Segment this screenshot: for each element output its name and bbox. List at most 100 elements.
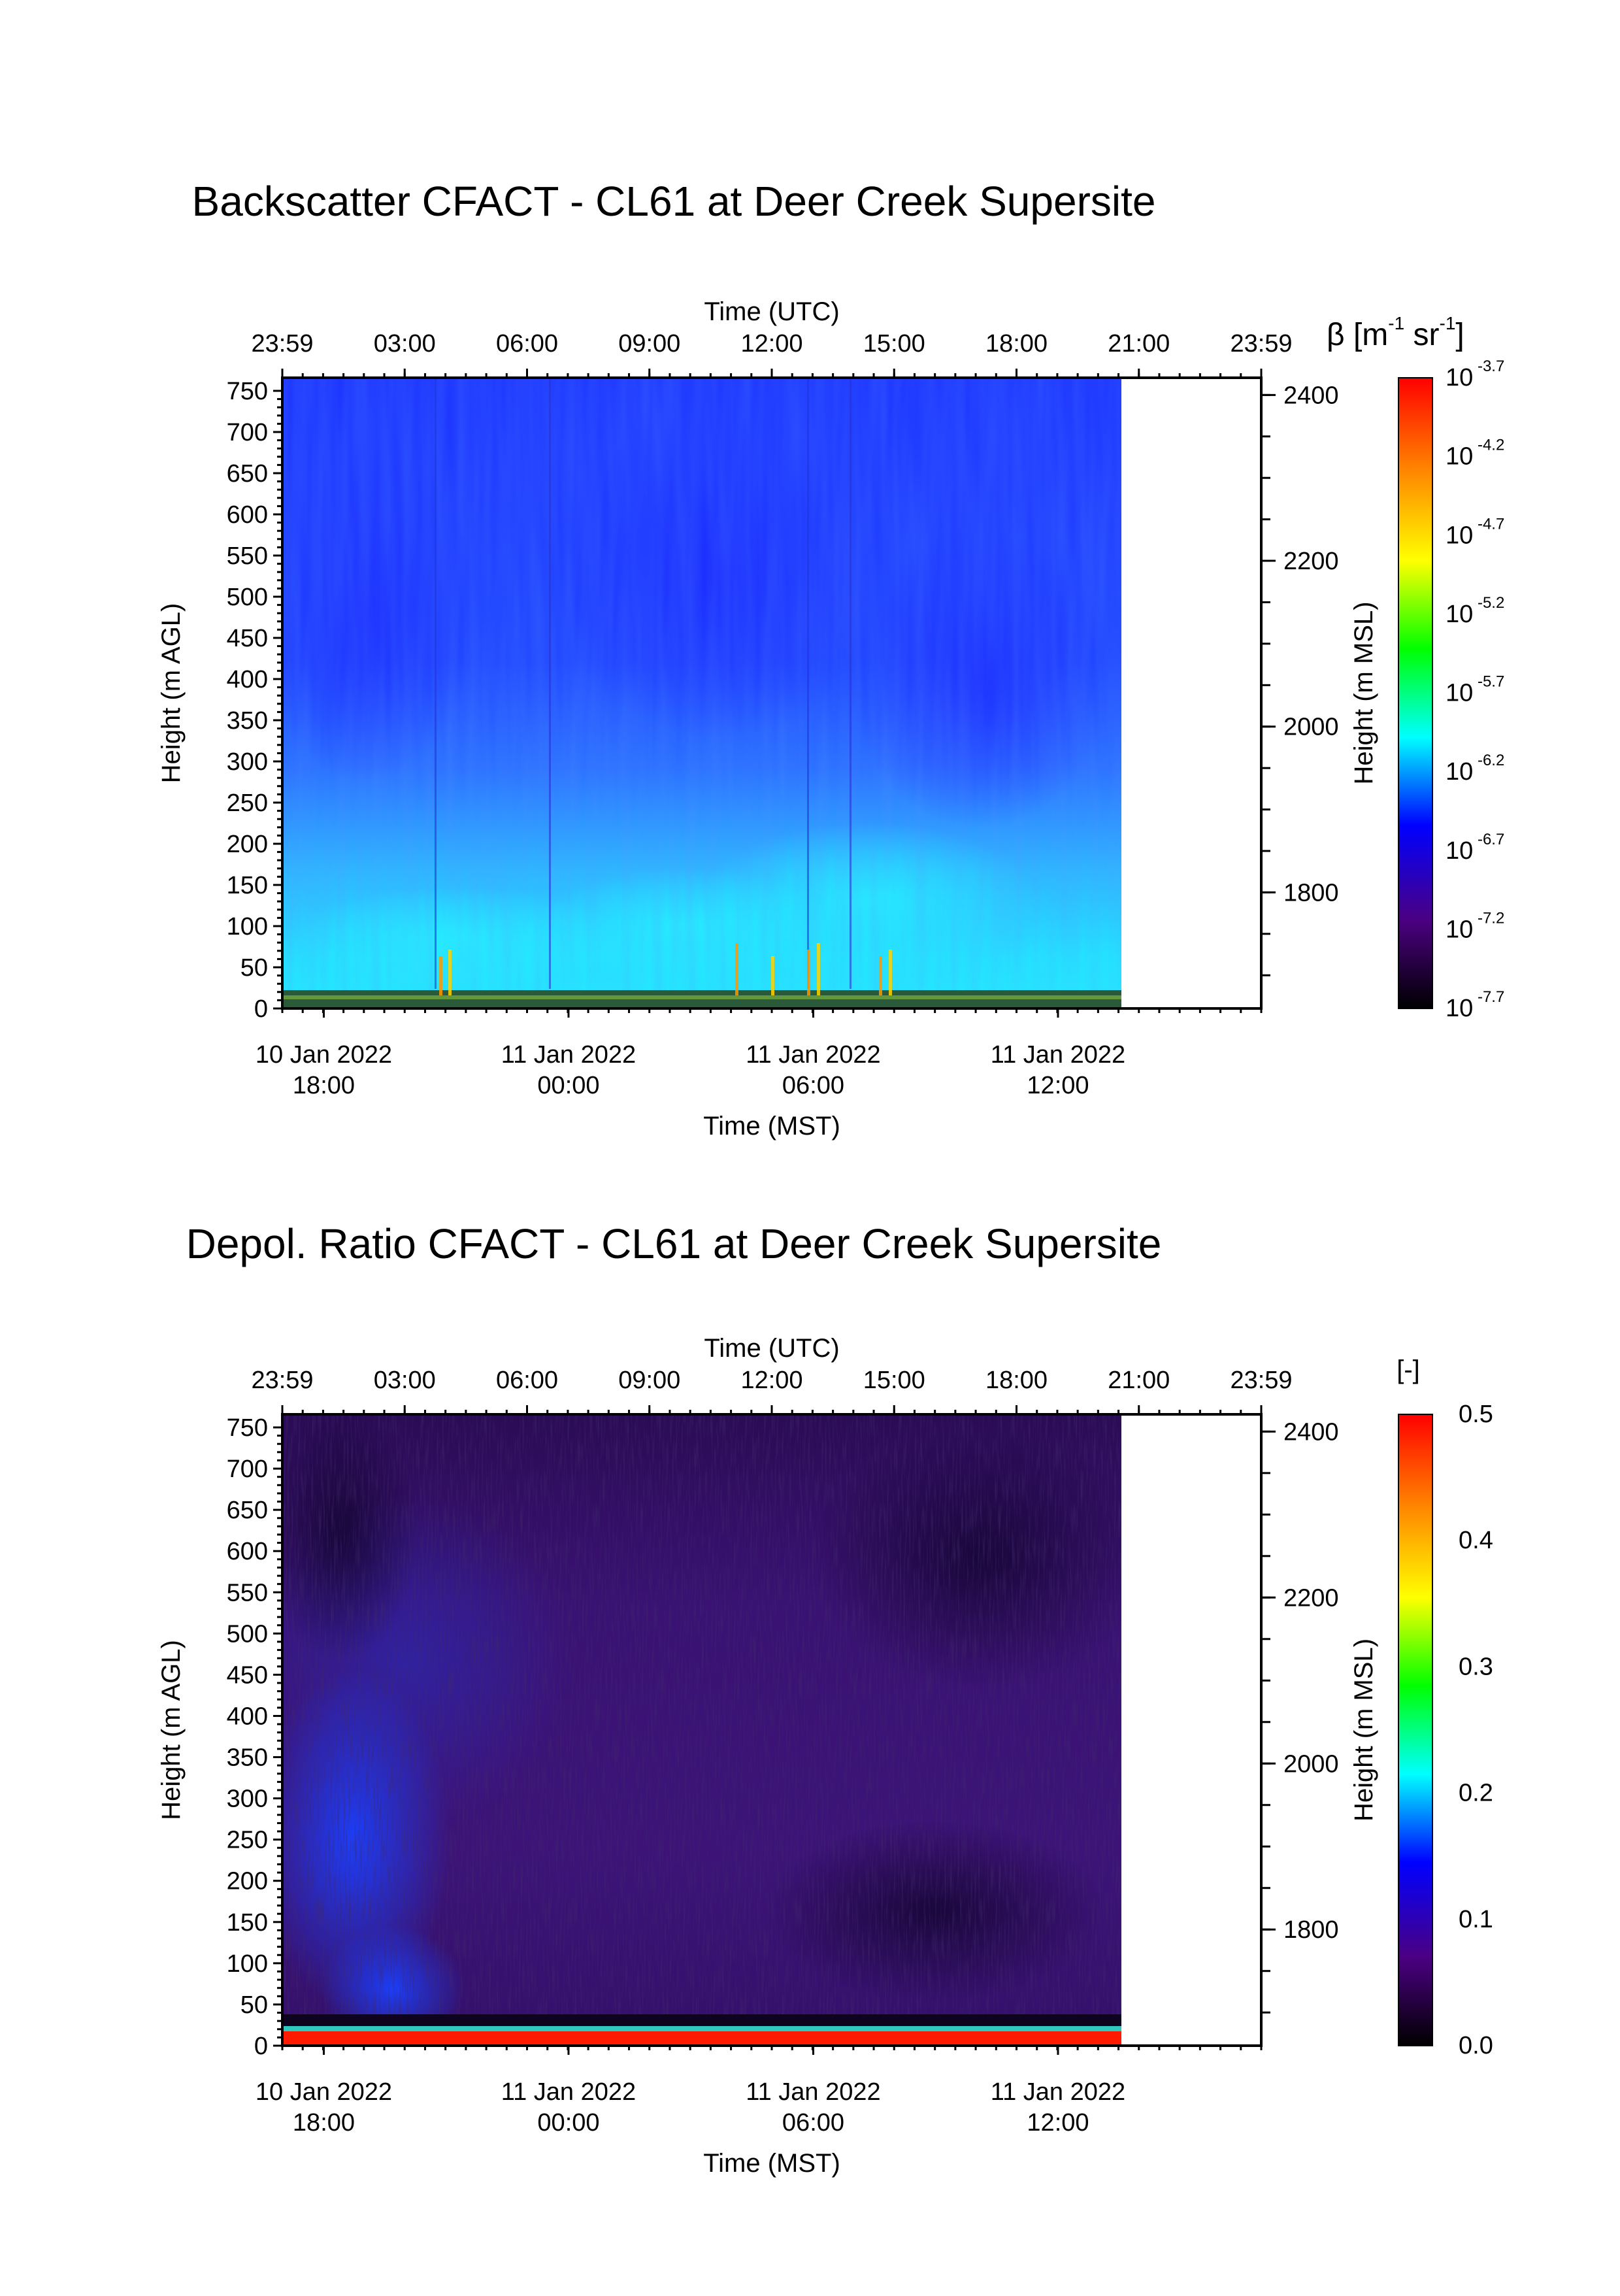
colorbar-tick-label: 10 -5.2 (1446, 594, 1504, 628)
top-tick-label: 15:00 (863, 1367, 925, 1394)
top-tick-label: 15:00 (863, 330, 925, 358)
left-tick-label: 500 (227, 584, 268, 611)
left-tick-label: 400 (227, 666, 268, 693)
colorbar-tick-label: 0.3 (1459, 1653, 1493, 1680)
right-axis-label: Height (m MSL) (1349, 601, 1378, 784)
colorbar-tick-label: 10 -5.7 (1446, 673, 1504, 707)
left-tick-label: 700 (227, 419, 268, 446)
top-tick-label: 12:00 (740, 1367, 802, 1394)
top-tick-label: 23:59 (251, 330, 313, 358)
left-tick-label: 550 (227, 1579, 268, 1606)
left-tick-label: 350 (227, 707, 268, 735)
left-tick-label: 650 (227, 460, 268, 488)
surface-band (282, 2026, 1121, 2033)
left-axis-label: Height (m AGL) (157, 603, 186, 784)
left-tick-label: 150 (227, 1909, 268, 1937)
heatmap-field (282, 1414, 1121, 2046)
colorbar-label: β [m-1 sr-1] (1327, 313, 1464, 352)
surface-spike (771, 956, 774, 995)
panel-backscatter: Backscatter CFACT - CL61 at Deer Creek S… (157, 178, 1504, 1140)
bottom-tick-date: 11 Jan 2022 (501, 1041, 636, 1069)
bottom-tick-date: 10 Jan 2022 (256, 2078, 392, 2106)
top-tick-label: 23:59 (1230, 1367, 1292, 1394)
top-tick-label: 21:00 (1108, 1367, 1170, 1394)
surface-spike (439, 956, 442, 995)
bottom-axis-label: Time (MST) (703, 1112, 840, 1140)
colorbar (1398, 1414, 1433, 2046)
colorbar-tick-label: 0.1 (1459, 1906, 1493, 1933)
left-tick-label: 50 (240, 1991, 268, 2019)
right-tick-label: 2200 (1283, 548, 1339, 575)
heatmap-streak (435, 378, 437, 989)
colorbar-tick-label: 10 -3.7 (1446, 358, 1504, 391)
left-tick-label: 0 (254, 2033, 268, 2060)
heatmap-texture (282, 1414, 1121, 2046)
right-tick-label: 2000 (1283, 1750, 1339, 1778)
right-axis-label: Height (m MSL) (1349, 1639, 1378, 1822)
left-tick-label: 500 (227, 1620, 268, 1648)
right-tick-label: 2400 (1283, 1418, 1339, 1446)
heatmap-streak (850, 378, 851, 989)
top-tick-label: 23:59 (251, 1367, 313, 1394)
left-tick-label: 650 (227, 1497, 268, 1524)
right-tick-label: 1800 (1283, 1916, 1339, 1944)
colorbar-tick-label: 0.2 (1459, 1780, 1493, 1807)
bottom-tick-time: 12:00 (1027, 1072, 1089, 1099)
top-tick-label: 06:00 (496, 330, 558, 358)
top-tick-label: 21:00 (1108, 330, 1170, 358)
surface-spike (879, 956, 882, 995)
colorbar-tick-label: 0.5 (1459, 1401, 1493, 1428)
surface-spike (448, 950, 452, 995)
left-tick-label: 450 (227, 625, 268, 652)
panels-layer: Backscatter CFACT - CL61 at Deer Creek S… (157, 178, 1504, 2178)
left-tick-label: 100 (227, 1950, 268, 1978)
colorbar-tick-label: 10 -6.2 (1446, 752, 1504, 786)
right-tick-label: 2200 (1283, 1584, 1339, 1612)
left-tick-label: 400 (227, 1703, 268, 1730)
surface-band (282, 995, 1121, 999)
bottom-tick-time: 06:00 (782, 2109, 844, 2137)
colorbar-tick-label: 10 -7.7 (1446, 988, 1504, 1022)
right-tick-label: 2400 (1283, 382, 1339, 409)
left-tick-label: 550 (227, 542, 268, 570)
colorbar-tick-label: 0.4 (1459, 1527, 1493, 1554)
colorbar (1398, 377, 1433, 1009)
surface-spike (735, 943, 738, 995)
bottom-tick-date: 11 Jan 2022 (991, 2078, 1125, 2106)
bottom-tick-time: 12:00 (1027, 2109, 1089, 2137)
heatmap-field (282, 378, 1121, 1008)
chart-title: Depol. Ratio CFACT - CL61 at Deer Creek … (186, 1220, 1162, 1267)
top-tick-label: 18:00 (985, 330, 1048, 358)
bottom-tick-date: 10 Jan 2022 (256, 1041, 392, 1069)
left-tick-label: 700 (227, 1456, 268, 1483)
colorbar-tick-label: 10 -7.2 (1446, 909, 1504, 943)
left-tick-label: 200 (227, 831, 268, 858)
surface-spike (817, 943, 820, 995)
right-tick-label: 2000 (1283, 714, 1339, 741)
left-tick-label: 300 (227, 748, 268, 776)
top-tick-label: 09:00 (618, 330, 680, 358)
left-tick-label: 750 (227, 1414, 268, 1442)
bottom-tick-time: 00:00 (537, 2109, 599, 2137)
left-tick-label: 350 (227, 1744, 268, 1772)
left-tick-label: 600 (227, 1538, 268, 1565)
bottom-tick-date: 11 Jan 2022 (501, 2078, 636, 2106)
surface-band (282, 2031, 1121, 2046)
left-tick-label: 200 (227, 1868, 268, 1895)
top-axis-label: Time (UTC) (704, 1334, 839, 1363)
left-tick-label: 50 (240, 954, 268, 982)
top-tick-label: 03:00 (374, 330, 436, 358)
bottom-axis-label: Time (MST) (703, 2149, 840, 2178)
top-tick-label: 06:00 (496, 1367, 558, 1394)
right-tick-label: 1800 (1283, 879, 1339, 907)
top-tick-label: 18:00 (985, 1367, 1048, 1394)
surface-band (282, 2014, 1121, 2027)
surface-spike (807, 950, 810, 995)
left-tick-label: 100 (227, 913, 268, 940)
left-tick-label: 450 (227, 1661, 268, 1689)
surface-spike (889, 950, 892, 995)
bottom-tick-date: 11 Jan 2022 (991, 1041, 1125, 1069)
left-axis-label: Height (m AGL) (157, 1640, 186, 1820)
heatmap-streak (807, 378, 809, 989)
